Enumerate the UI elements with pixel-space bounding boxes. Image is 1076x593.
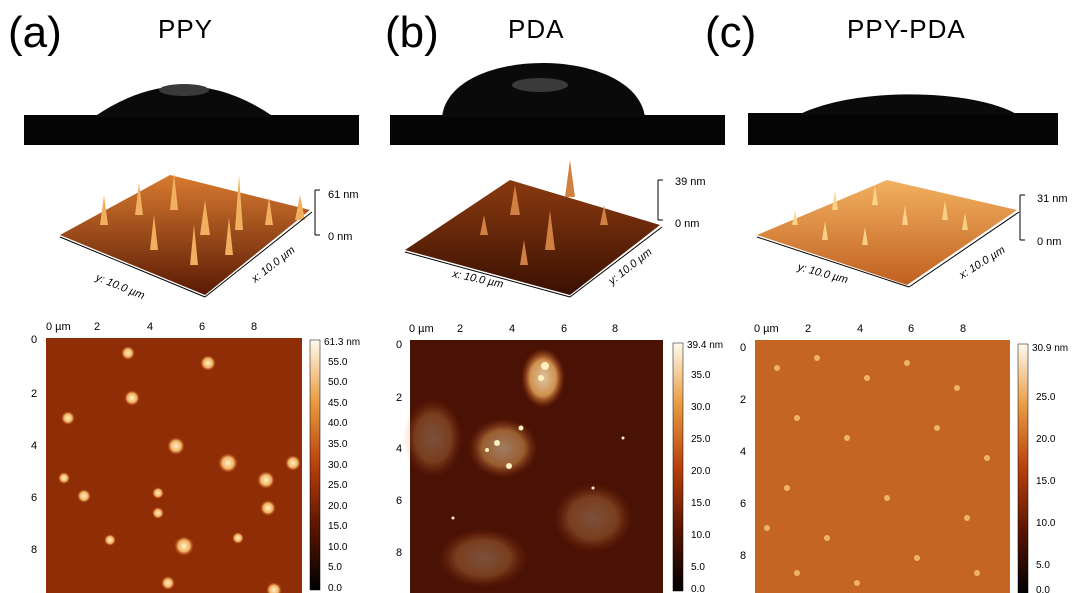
panel-title-c: PPY-PDA <box>847 14 966 44</box>
panel-title-b: PDA <box>508 14 565 44</box>
scale-tick: 0.0 <box>1036 585 1050 593</box>
scale-tick: 35.0 <box>691 370 711 381</box>
panel-letter-a: (a) <box>8 8 62 57</box>
contact-angle-image-c <box>748 94 1058 145</box>
map-xtick: 6 <box>199 321 205 333</box>
surface-zmin-b: 0 nm <box>675 218 699 230</box>
map-ytick: 8 <box>396 547 402 559</box>
map-xtick: 0 µm <box>754 323 779 335</box>
color-scale-bar <box>672 342 684 592</box>
map-xtick: 2 <box>805 323 811 335</box>
scale-tick: 30.0 <box>328 460 348 471</box>
afm-3d-surface-b: 39 nm 0 nm x: 10.0 µm y: 10.0 µm <box>404 160 706 298</box>
map-ytick: 6 <box>740 498 746 510</box>
surface-ylabel-a: y: 10.0 µm <box>93 271 146 302</box>
scale-tick: 61.3 nm <box>324 337 360 348</box>
map-ytick: 0 <box>31 334 37 346</box>
map-xtick: 0 µm <box>409 323 434 335</box>
scale-tick: 0.0 <box>328 583 342 593</box>
afm-height-map-b: 0 µm 2 4 6 8 0 2 4 6 8 39.4 nm 35.0 30.0… <box>396 323 723 593</box>
map-ytick: 6 <box>396 495 402 507</box>
scale-tick: 20.0 <box>691 466 711 477</box>
surface-zmax-c: 31 nm <box>1037 193 1068 205</box>
map-xtick: 6 <box>561 323 567 335</box>
surface-zmin-a: 0 nm <box>328 231 352 243</box>
scale-tick: 10.0 <box>328 542 348 553</box>
map-ytick: 0 <box>396 339 402 351</box>
scale-tick: 25.0 <box>691 434 711 445</box>
panel-letter-b: (b) <box>385 8 439 57</box>
contact-angle-image-a <box>24 84 359 145</box>
scale-tick: 40.0 <box>328 418 348 429</box>
afm-height-map-c: 0 µm 2 4 6 8 0 2 4 6 8 30.9 nm 25.0 20.0… <box>740 323 1068 593</box>
map-ytick: 2 <box>31 388 37 400</box>
map-xtick: 4 <box>857 323 863 335</box>
map-ytick: 6 <box>31 492 37 504</box>
map-ytick: 8 <box>31 544 37 556</box>
map-xtick: 4 <box>147 321 153 333</box>
map-ytick: 2 <box>740 394 746 406</box>
map-xtick: 8 <box>612 323 618 335</box>
scale-tick: 5.0 <box>328 562 342 573</box>
scale-tick: 25.0 <box>1036 392 1056 403</box>
scale-tick: 50.0 <box>328 377 348 388</box>
map-ytick: 4 <box>396 443 402 455</box>
scale-tick: 5.0 <box>691 562 705 573</box>
map-xtick: 6 <box>908 323 914 335</box>
map-ytick: 4 <box>740 446 746 458</box>
map-xtick: 8 <box>251 321 257 333</box>
map-xtick: 4 <box>509 323 515 335</box>
scale-tick: 10.0 <box>1036 518 1056 529</box>
scale-tick: 25.0 <box>328 480 348 491</box>
scale-tick: 55.0 <box>328 357 348 368</box>
scale-tick: 5.0 <box>1036 560 1050 571</box>
contact-angle-image-b <box>390 63 725 145</box>
map-ytick: 0 <box>740 342 746 354</box>
afm-3d-surface-a: 61 nm 0 nm y: 10.0 µm x: 10.0 µm <box>59 173 359 302</box>
map-ytick: 4 <box>31 440 37 452</box>
map-ytick: 8 <box>740 550 746 562</box>
panel-letter-c: (c) <box>705 8 757 57</box>
scale-tick: 10.0 <box>691 530 711 541</box>
afm-3d-surface-c: 31 nm 0 nm y: 10.0 µm x: 10.0 µm <box>756 180 1068 288</box>
color-scale-bar <box>1017 343 1029 593</box>
scale-tick: 35.0 <box>328 439 348 450</box>
panel-title-a: PPY <box>158 14 214 44</box>
scale-tick: 0.0 <box>691 584 705 593</box>
afm-height-map-a: 0 µm 2 4 6 8 0 2 4 6 8 61.3 nm 55.0 50.0… <box>31 321 360 593</box>
surface-zmax-b: 39 nm <box>675 176 706 188</box>
scale-tick: 20.0 <box>1036 434 1056 445</box>
scale-tick: 39.4 nm <box>687 340 723 351</box>
scale-tick: 45.0 <box>328 398 348 409</box>
map-xtick: 2 <box>94 321 100 333</box>
map-xtick: 0 µm <box>46 321 71 333</box>
scale-tick: 20.0 <box>328 501 348 512</box>
scale-tick: 30.0 <box>691 402 711 413</box>
map-xtick: 8 <box>960 323 966 335</box>
surface-zmax-a: 61 nm <box>328 189 359 201</box>
scale-tick: 15.0 <box>1036 476 1056 487</box>
scale-tick: 15.0 <box>691 498 711 509</box>
map-ytick: 2 <box>396 392 402 404</box>
scale-tick: 15.0 <box>328 521 348 532</box>
surface-zmin-c: 0 nm <box>1037 236 1061 248</box>
map-xtick: 2 <box>457 323 463 335</box>
color-scale-bar <box>309 339 321 591</box>
scale-tick: 30.9 nm <box>1032 343 1068 354</box>
